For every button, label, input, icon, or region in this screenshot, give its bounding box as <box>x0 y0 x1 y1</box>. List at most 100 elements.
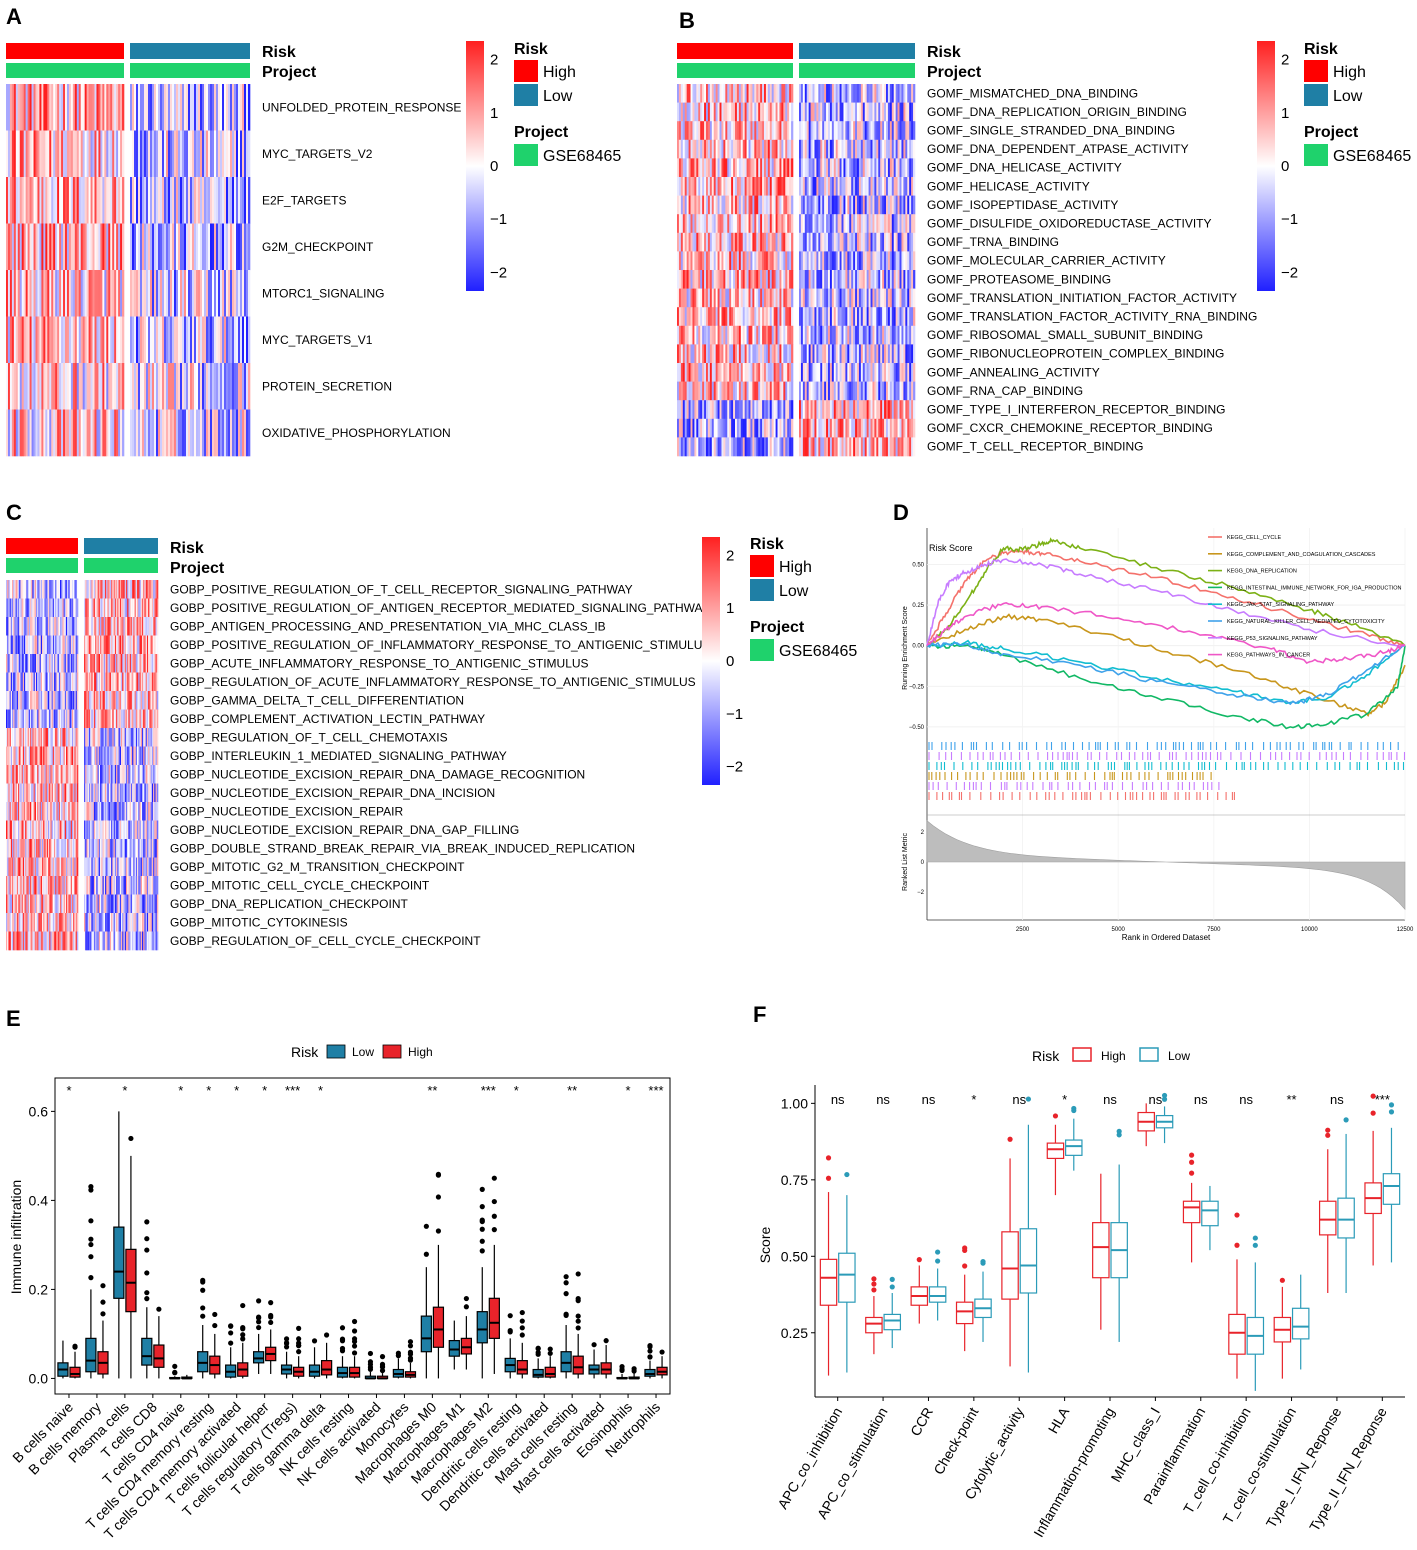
heatmap-cell <box>158 409 161 457</box>
heatmap-cell <box>6 223 9 271</box>
heatmap-cell <box>690 381 693 401</box>
heatmap-cell <box>911 400 914 420</box>
heatmap-cell <box>216 223 219 271</box>
heatmap-cell <box>903 139 906 159</box>
heatmap-cell <box>742 84 745 103</box>
heatmap-cell <box>138 709 140 729</box>
heatmap-cell <box>824 158 827 178</box>
heatmap-cell <box>802 158 806 178</box>
heatmap-cell <box>762 139 765 159</box>
heatmap-cell <box>124 765 127 784</box>
heatmap-cell <box>52 672 55 692</box>
heatmap-cell <box>24 746 26 766</box>
heatmap-cell <box>789 102 792 122</box>
heatmap-cell <box>69 580 72 599</box>
heatmap-cell <box>11 409 15 457</box>
heatmap-cell <box>738 418 742 438</box>
heatmap-cell <box>858 177 862 196</box>
heatmap-cell <box>682 437 686 457</box>
scale-tick-label: −2 <box>1281 264 1298 281</box>
heatmap-cell <box>709 270 713 289</box>
heatmap-cell <box>23 363 26 410</box>
heatmap-cell <box>723 102 726 122</box>
heatmap-cell <box>170 270 173 317</box>
heatmap-cell <box>901 177 904 196</box>
heatmap-cell <box>721 363 724 382</box>
heatmap-cell <box>121 598 123 618</box>
heatmap-cell <box>765 102 769 122</box>
heatmap-cell <box>84 270 87 317</box>
heatmap-cell <box>50 802 52 821</box>
heatmap-cell <box>200 409 203 457</box>
heatmap-cell <box>118 783 121 803</box>
heatmap-cell <box>814 307 817 327</box>
heatmap-cell <box>754 84 757 103</box>
heatmap-cell <box>60 617 62 636</box>
heatmap-cell <box>36 654 38 673</box>
heatmap-cell <box>43 270 46 317</box>
heatmap-cell <box>104 270 107 317</box>
heatmap-cell <box>13 783 15 803</box>
heatmap-cell <box>884 344 887 364</box>
heatmap-cell <box>738 177 742 196</box>
heatmap-cell <box>144 130 147 178</box>
pathway-label: MYC_TARGETS_V1 <box>262 333 373 347</box>
heatmap-cell <box>127 691 129 710</box>
pathway-labels: UNFOLDED_PROTEIN_RESPONSEMYC_TARGETS_V2E… <box>262 100 461 440</box>
heatmap-cell <box>806 288 809 308</box>
heatmap-cell <box>127 654 129 673</box>
heatmap-cell <box>754 139 757 159</box>
heatmap-cell <box>800 214 804 234</box>
heatmap-cell <box>849 102 852 122</box>
heatmap-cell <box>84 746 86 766</box>
heatmap-cell <box>833 121 837 141</box>
heatmap-cell <box>11 363 15 410</box>
heatmap-cell <box>709 195 713 215</box>
heatmap-cell <box>72 580 74 599</box>
heatmap-cell <box>88 363 91 410</box>
heatmap-cell <box>102 728 105 747</box>
heatmap-cell <box>829 344 833 364</box>
heatmap-cell <box>864 232 867 252</box>
heatmap-cell <box>738 437 742 457</box>
heatmap-cell <box>109 783 112 803</box>
heatmap-cell <box>59 363 62 410</box>
heatmap-cell <box>132 223 135 271</box>
heatmap-cell <box>98 672 101 692</box>
heatmap-cell <box>31 84 34 131</box>
heatmap-cell <box>717 177 720 196</box>
heatmap-cell <box>146 177 149 224</box>
heatmap-cell <box>103 672 106 692</box>
heatmap-cell <box>146 691 149 710</box>
heatmap-cell <box>112 709 114 729</box>
heatmap-cell <box>895 363 898 382</box>
heatmap-cell <box>684 102 687 122</box>
heatmap-cell <box>96 409 99 457</box>
heatmap-cell <box>220 84 223 131</box>
heatmap-cell <box>50 580 52 599</box>
heatmap-cell <box>64 654 67 673</box>
heatmap-cell <box>839 84 842 103</box>
heatmap-cell <box>130 363 133 410</box>
heatmap-cell <box>45 130 48 178</box>
heatmap-cell <box>839 251 842 271</box>
heatmap-cell <box>907 177 910 196</box>
heatmap-cell <box>899 195 902 215</box>
heatmap-cell <box>93 746 96 766</box>
heatmap-cell <box>735 102 738 122</box>
heatmap-cell <box>773 177 776 196</box>
heatmap-cell <box>170 84 173 131</box>
heatmap-cell <box>841 418 844 438</box>
annotation-row-project: Project <box>262 64 317 81</box>
heatmap-cell <box>90 709 92 729</box>
heatmap-cell <box>700 363 703 382</box>
heatmap-cell <box>72 635 74 655</box>
heatmap-cell <box>887 437 891 457</box>
heatmap-cell <box>13 223 17 271</box>
heatmap-cell <box>682 381 686 401</box>
heatmap-cell <box>816 418 819 438</box>
heatmap-cell <box>802 121 806 141</box>
heatmap-cell <box>22 617 25 636</box>
heatmap-cell <box>857 363 860 382</box>
heatmap-cell <box>118 728 121 747</box>
